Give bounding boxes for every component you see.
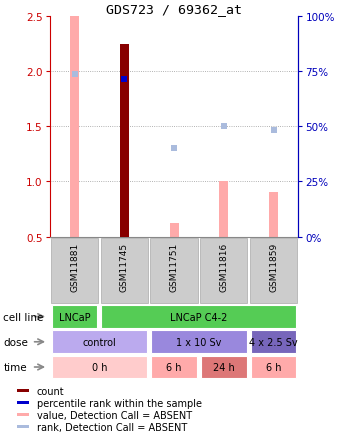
Text: value, Detection Call = ABSENT: value, Detection Call = ABSENT [37,410,192,420]
Bar [70,17,79,237]
Text: 4 x 2.5 Sv: 4 x 2.5 Sv [249,337,298,347]
Text: GSM11745: GSM11745 [120,242,129,291]
Text: 1 x 10 Sv: 1 x 10 Sv [176,337,222,347]
Bar [219,182,228,237]
Bar [151,356,197,378]
Bar [251,356,296,378]
Text: cell line: cell line [3,312,44,322]
Title: GDS723 / 69362_at: GDS723 / 69362_at [106,3,242,16]
Text: control: control [83,337,116,347]
Bar [251,331,296,353]
Bar [52,356,147,378]
Bar [17,401,29,404]
Bar [120,45,129,237]
Bar [151,238,198,303]
Text: time: time [3,362,27,372]
Text: dose: dose [3,337,28,347]
Bar [169,224,179,237]
Bar [52,306,97,328]
Text: rank, Detection Call = ABSENT: rank, Detection Call = ABSENT [37,422,187,432]
Text: GSM11751: GSM11751 [169,242,179,292]
Bar [201,356,247,378]
Text: percentile rank within the sample: percentile rank within the sample [37,398,202,408]
Text: LNCaP: LNCaP [59,312,91,322]
Text: 0 h: 0 h [92,362,107,372]
Bar [17,413,29,416]
Text: 24 h: 24 h [213,362,235,372]
Bar [250,238,297,303]
Bar [52,331,147,353]
Bar [17,425,29,428]
Bar [17,389,29,392]
Text: LNCaP C4-2: LNCaP C4-2 [170,312,228,322]
Text: GSM11881: GSM11881 [70,242,79,292]
Bar [51,238,98,303]
Text: GSM11859: GSM11859 [269,242,278,292]
Text: GSM11816: GSM11816 [219,242,228,292]
Bar [151,331,247,353]
Bar [102,306,296,328]
Text: 6 h: 6 h [166,362,182,372]
Bar [269,193,278,237]
Text: 6 h: 6 h [266,362,281,372]
Text: count: count [37,386,64,396]
Bar [200,238,247,303]
Bar [101,238,148,303]
